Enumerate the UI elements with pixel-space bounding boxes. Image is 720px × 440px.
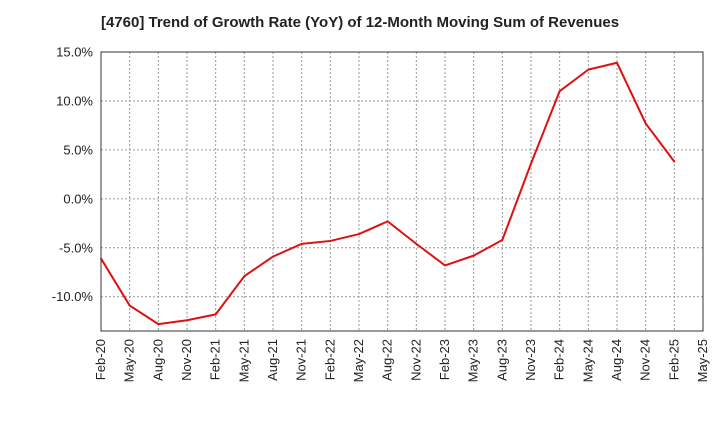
x-tick-label: Aug-21 bbox=[265, 339, 280, 381]
y-tick-label: 15.0% bbox=[56, 45, 93, 60]
x-tick-label: Feb-22 bbox=[322, 339, 337, 380]
data-point bbox=[329, 240, 332, 242]
data-point bbox=[616, 61, 618, 64]
y-tick-label: 10.0% bbox=[56, 93, 93, 108]
x-tick-label: Nov-20 bbox=[179, 339, 194, 381]
x-tick-label: Nov-21 bbox=[294, 339, 309, 381]
x-tick-label: Feb-25 bbox=[666, 339, 681, 380]
data-point bbox=[157, 323, 160, 326]
data-point bbox=[501, 239, 504, 241]
x-tick-label: Nov-23 bbox=[523, 339, 538, 381]
data-point bbox=[530, 162, 532, 165]
plot-frame bbox=[100, 51, 704, 332]
data-point bbox=[444, 264, 446, 267]
data-point bbox=[386, 220, 389, 223]
x-tick-label: May-20 bbox=[122, 339, 137, 382]
axis-layer: Feb-20 May-20 Aug-20 Nov-20 Feb-21 May-21 Aug-… bbox=[52, 45, 710, 383]
x-tick-label: Feb-21 bbox=[208, 339, 223, 380]
chart-title: [4760] Trend of Growth Rate (YoY) of 12-… bbox=[100, 14, 620, 31]
x-tick-label: May-21 bbox=[236, 339, 251, 382]
x-tick-label: May-25 bbox=[695, 339, 710, 382]
data-point bbox=[587, 68, 590, 71]
x-tick-label: Aug-23 bbox=[494, 339, 509, 381]
x-tick-label: May-22 bbox=[351, 339, 366, 382]
data-point bbox=[300, 242, 303, 245]
x-tick-label: Nov-24 bbox=[638, 339, 653, 381]
data-point bbox=[358, 233, 360, 235]
data-point bbox=[415, 242, 418, 245]
data-point bbox=[272, 255, 274, 258]
x-tick-label: May-23 bbox=[466, 339, 481, 382]
data-point bbox=[186, 319, 188, 322]
x-tick-label: Feb-24 bbox=[552, 339, 567, 380]
grid-layer bbox=[101, 52, 703, 331]
data-point bbox=[472, 254, 475, 257]
x-tick-label: Aug-20 bbox=[150, 339, 165, 381]
data-point bbox=[214, 313, 217, 316]
data-point bbox=[243, 275, 246, 278]
x-tick-label: Nov-22 bbox=[408, 339, 423, 381]
series-layer bbox=[100, 61, 676, 326]
data-point bbox=[644, 122, 647, 125]
x-tick-label: May-24 bbox=[580, 339, 595, 382]
x-tick-label: Aug-24 bbox=[609, 339, 624, 381]
data-point bbox=[128, 304, 131, 307]
y-tick-label: -5.0% bbox=[59, 240, 93, 255]
y-tick-label: -10.0% bbox=[52, 289, 94, 304]
y-tick-label: 0.0% bbox=[63, 191, 93, 206]
data-point bbox=[673, 160, 676, 163]
y-tick-label: 5.0% bbox=[63, 142, 93, 157]
data-point bbox=[558, 90, 561, 93]
x-tick-label: Feb-20 bbox=[93, 339, 108, 380]
x-tick-label: Aug-22 bbox=[380, 339, 395, 381]
x-tick-label: Feb-23 bbox=[437, 339, 452, 380]
